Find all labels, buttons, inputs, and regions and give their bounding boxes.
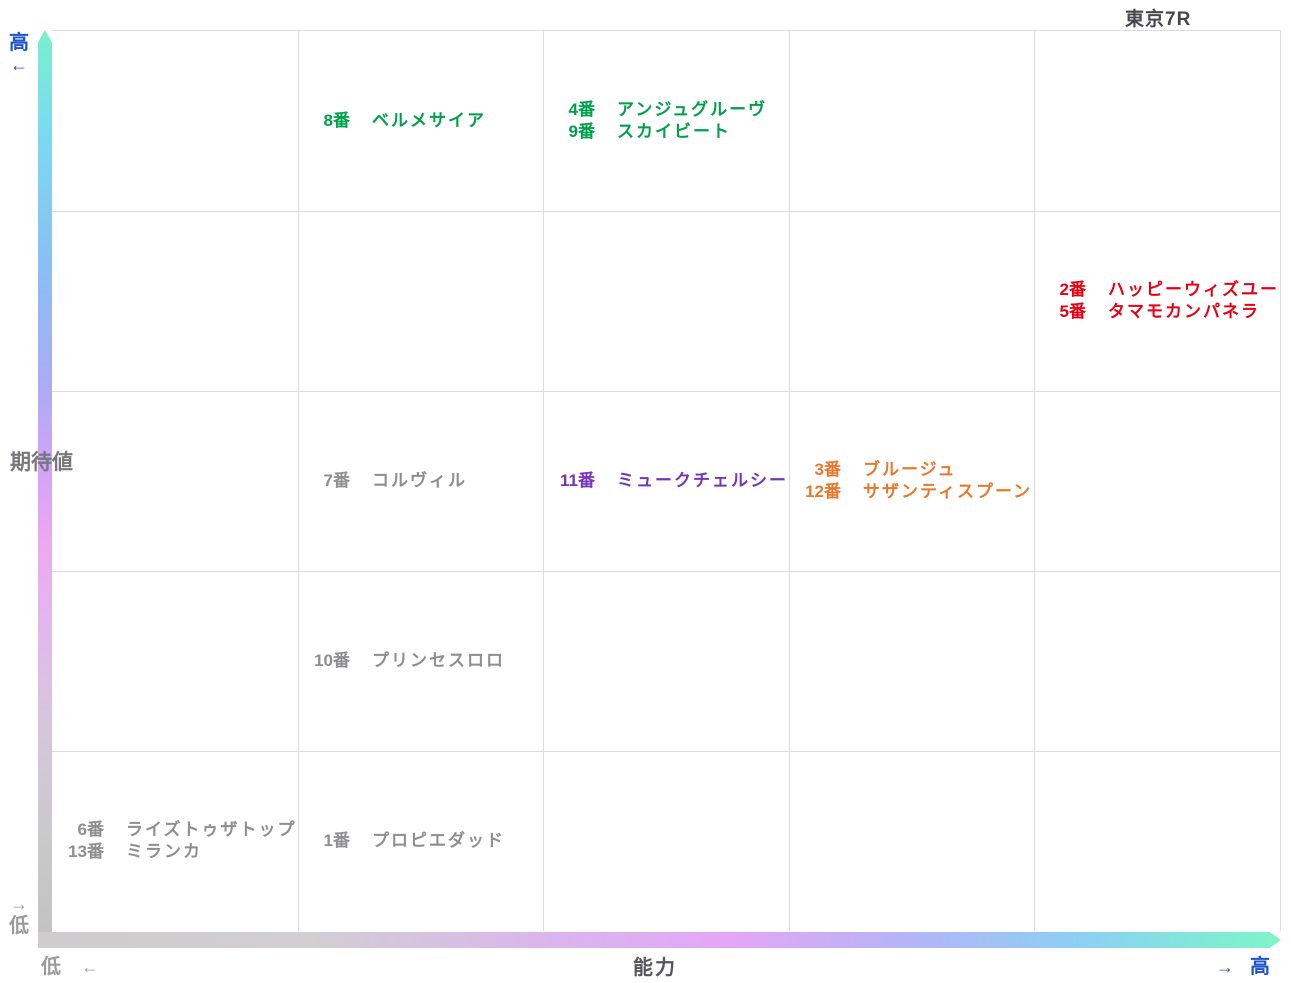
y-axis-high-label: 高 ← (6, 32, 32, 76)
horse-number: 1番 (323, 831, 350, 850)
horse-entry: 6番 ライズトゥザトップ 13番 ミランカ (64, 819, 297, 863)
horse-line: 3番 ブルージュ (801, 459, 1032, 481)
horse-entry: 11番 ミュークチェルシー (555, 470, 788, 492)
horse-name: ミュークチェルシー (617, 471, 788, 490)
horse-line: 7番 コルヴィル (310, 470, 467, 492)
horse-number: 3番 (814, 460, 841, 479)
horse-line: 10番 プリンセスロロ (310, 650, 505, 672)
grid-line-vertical (298, 31, 299, 931)
horse-line: 4番 アンジュグルーヴ (555, 99, 767, 121)
horse-name: スカイビート (617, 122, 731, 141)
horse-name: ブルージュ (863, 460, 957, 479)
horse-name: ライズトゥザトップ (126, 820, 297, 839)
horse-number: 2番 (1059, 280, 1086, 299)
y-axis-title: 期待値 (10, 451, 73, 475)
horse-entry: 10番 プリンセスロロ (310, 650, 505, 672)
y-axis-gradient-bar (38, 30, 52, 948)
horse-number: 8番 (323, 111, 350, 130)
horse-entry: 1番 プロピエダッド (310, 830, 505, 852)
horse-name: ミランカ (126, 842, 202, 861)
grid-line-horizontal (52, 391, 1280, 392)
horse-name: ハッピーウィズユー (1108, 280, 1279, 299)
horse-name: アンジュグルーヴ (617, 100, 768, 119)
x-axis-high-label: → 高 (1216, 950, 1270, 979)
horse-entry: 2番 ハッピーウィズユー 5番 タマモカンパネラ (1046, 279, 1279, 323)
grid-line-vertical (1034, 31, 1035, 931)
y-high-text: 高 (9, 32, 29, 54)
horse-entry: 8番 ベルメサイア (310, 110, 486, 132)
right-arrow-icon: → (1216, 957, 1234, 977)
horse-name: コルヴィル (372, 471, 467, 490)
horse-line: 8番 ベルメサイア (310, 110, 486, 132)
horse-line: 13番 ミランカ (64, 841, 297, 863)
horse-line: 9番 スカイビート (555, 121, 767, 143)
horse-number: 11番 (560, 471, 595, 490)
horse-number: 13番 (68, 842, 104, 861)
y-low-text: 低 (9, 915, 29, 937)
x-axis-title: 能力 (633, 957, 677, 979)
left-arrow-icon: ← (81, 957, 99, 977)
x-axis-gradient-bar (38, 932, 1281, 948)
x-axis-low-label: 低 ← (41, 950, 99, 979)
horse-number: 7番 (323, 471, 350, 490)
horse-line: 11番 ミュークチェルシー (555, 470, 788, 492)
grid-line-vertical (543, 31, 544, 931)
horse-name: タマモカンパネラ (1108, 302, 1260, 321)
x-low-text: 低 (41, 956, 61, 978)
up-arrow-icon: ← (10, 55, 28, 75)
race-title: 東京7R (1125, 9, 1192, 30)
horse-entry: 3番 ブルージュ 12番 サザンティスプーン (801, 459, 1032, 503)
grid-line-horizontal (52, 211, 1280, 212)
horse-line: 1番 プロピエダッド (310, 830, 505, 852)
horse-line: 2番 ハッピーウィズユー (1046, 279, 1279, 301)
horse-number: 6番 (77, 820, 104, 839)
horse-name: ベルメサイア (372, 111, 486, 130)
horse-number: 9番 (568, 122, 595, 141)
y-axis-low-label: → 低 (6, 893, 32, 937)
horse-line: 5番 タマモカンパネラ (1046, 301, 1279, 323)
grid-line-horizontal (52, 751, 1280, 752)
plot-grid: 8番 ベルメサイア 4番 アンジュグルーヴ 9番 スカイビート 2番 ハッピーウィズユー 5番 タ… (52, 30, 1281, 931)
down-arrow-icon: → (10, 894, 28, 914)
horse-name: サザンティスプーン (863, 482, 1033, 501)
horse-entry: 7番 コルヴィル (310, 470, 467, 492)
horse-line: 12番 サザンティスプーン (801, 481, 1032, 503)
horse-number: 10番 (314, 651, 350, 670)
grid-line-horizontal (52, 571, 1280, 572)
horse-name: プリンセスロロ (372, 651, 505, 670)
horse-entry: 4番 アンジュグルーヴ 9番 スカイビート (555, 99, 767, 143)
horse-number: 4番 (568, 100, 595, 119)
horse-name: プロピエダッド (372, 831, 505, 850)
horse-line: 6番 ライズトゥザトップ (64, 819, 297, 841)
horse-number: 5番 (1059, 302, 1086, 321)
horse-number: 12番 (805, 482, 841, 501)
grid-line-vertical (789, 31, 790, 931)
x-high-text: 高 (1250, 956, 1270, 978)
